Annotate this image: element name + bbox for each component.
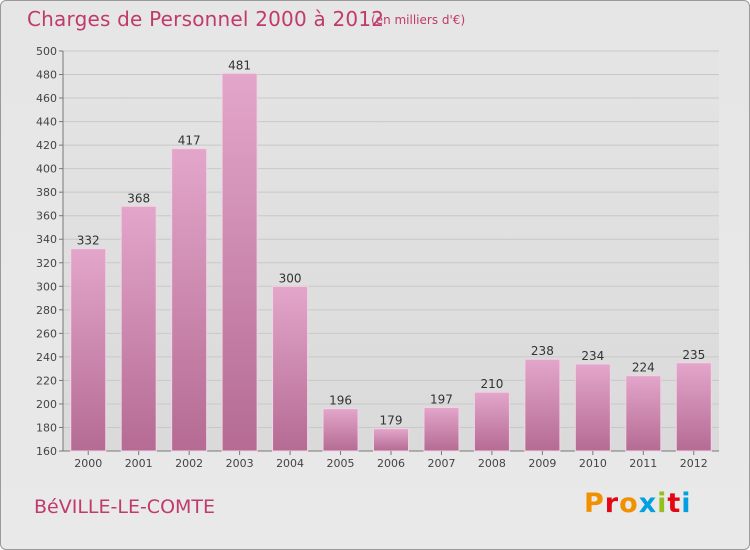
data-label-2011: 224 <box>632 361 655 375</box>
data-label-2003: 481 <box>228 58 251 72</box>
plot-area <box>63 51 719 451</box>
chart-title: Charges de Personnel 2000 à 2012 <box>27 7 385 31</box>
x-tick-label-2007: 2007 <box>427 457 455 470</box>
bar-2000 <box>70 248 107 452</box>
x-tick-label-2005: 2005 <box>327 457 355 470</box>
x-tick-label-2011: 2011 <box>629 457 657 470</box>
logo-letter: P <box>584 488 605 519</box>
bar-2011 <box>625 375 662 452</box>
bar-2002 <box>171 148 208 452</box>
x-tick-label-2012: 2012 <box>680 457 708 470</box>
logo-letter: i <box>657 488 668 519</box>
bar-2007 <box>423 406 460 452</box>
bar-2008 <box>473 391 510 452</box>
chart-subtitle: (en milliers d'€) <box>371 13 466 27</box>
y-tick-label: 200 <box>36 398 57 411</box>
y-tick-label: 340 <box>36 233 57 246</box>
logo-letter: t <box>667 488 682 519</box>
logo-letter: i <box>681 488 692 519</box>
y-tick-label: 180 <box>36 421 57 434</box>
x-tick-label-2009: 2009 <box>528 457 556 470</box>
x-tick-label-2004: 2004 <box>276 457 304 470</box>
bar-2012 <box>675 362 712 452</box>
bar-2010 <box>574 363 611 452</box>
x-tick-label-2010: 2010 <box>579 457 607 470</box>
y-tick-label: 160 <box>36 445 57 458</box>
bar-2009 <box>524 358 561 452</box>
y-tick-label: 500 <box>36 45 57 58</box>
x-tick-label-2002: 2002 <box>175 457 203 470</box>
data-label-2004: 300 <box>279 271 302 285</box>
data-label-2001: 368 <box>127 191 150 205</box>
commune-name: BéVILLE-LE-COMTE <box>34 496 216 518</box>
bar-2004 <box>272 285 309 452</box>
bar-2005 <box>322 408 359 452</box>
data-label-2005: 196 <box>329 394 352 408</box>
logo-letter: o <box>619 488 639 519</box>
y-tick-label: 320 <box>36 257 57 270</box>
data-label-2000: 332 <box>77 234 100 248</box>
bar-2001 <box>120 205 157 452</box>
y-tick-label: 420 <box>36 139 57 152</box>
y-tick-label: 300 <box>36 280 57 293</box>
y-tick-label: 440 <box>36 116 57 129</box>
data-label-2007: 197 <box>430 392 453 406</box>
y-tick-label: 460 <box>36 92 57 105</box>
y-tick-label: 400 <box>36 163 57 176</box>
logo-letter: r <box>604 488 620 519</box>
y-tick-label: 220 <box>36 374 57 387</box>
data-label-2002: 417 <box>178 134 201 148</box>
y-tick-label: 240 <box>36 351 57 364</box>
proxiti-logo: Proxiti <box>584 488 692 519</box>
x-tick-label-2008: 2008 <box>478 457 506 470</box>
y-tick-label: 260 <box>36 327 57 340</box>
data-label-2009: 238 <box>531 344 554 358</box>
y-tick-label: 480 <box>36 69 57 82</box>
data-label-2012: 235 <box>682 348 705 362</box>
x-tick-label-2006: 2006 <box>377 457 405 470</box>
x-tick-label-2000: 2000 <box>74 457 102 470</box>
logo-letter: x <box>638 488 658 519</box>
y-tick-label: 360 <box>36 210 57 223</box>
data-label-2008: 210 <box>480 377 503 391</box>
y-tick-label: 380 <box>36 186 57 199</box>
bar-2003 <box>221 72 258 452</box>
y-tick-label: 280 <box>36 304 57 317</box>
data-label-2010: 234 <box>581 349 604 363</box>
bar-2006 <box>373 428 409 452</box>
x-tick-label-2003: 2003 <box>226 457 254 470</box>
data-label-2006: 179 <box>380 414 403 428</box>
x-tick-label-2001: 2001 <box>125 457 153 470</box>
